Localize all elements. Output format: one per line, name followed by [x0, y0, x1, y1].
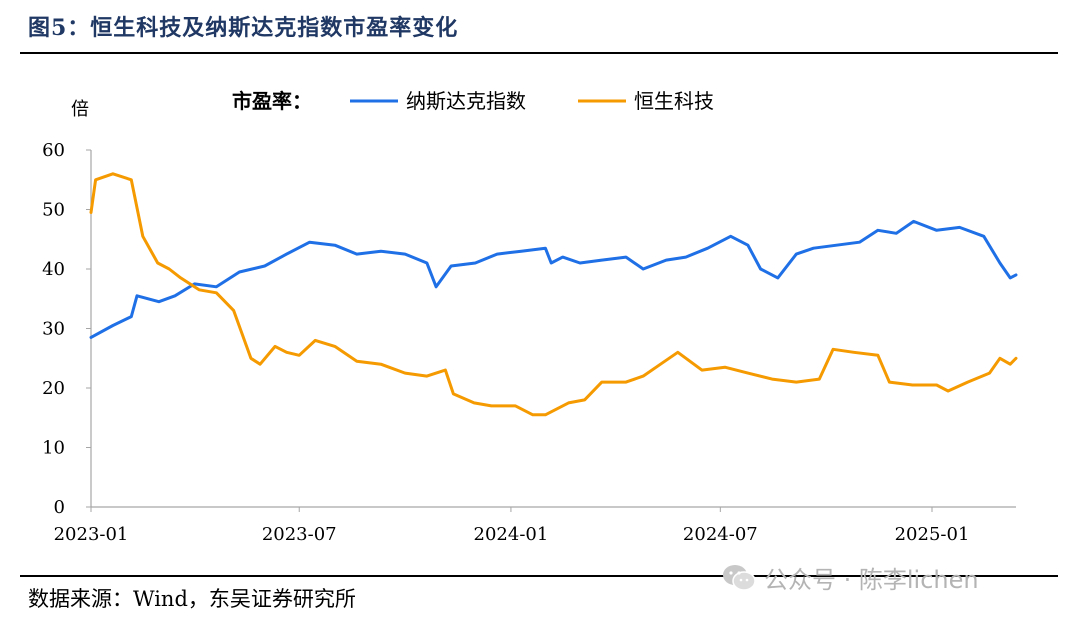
y-tick-label: 60 [42, 140, 65, 161]
top-rule [20, 52, 1058, 54]
pe-ratio-line-chart: 0 10 20 30 40 50 60 倍 2023-01 2023-07 2024-01 2024-… [42, 89, 1018, 545]
y-tick-label: 10 [42, 438, 65, 459]
x-tick-label: 2023-07 [262, 524, 337, 545]
bottom-rule [20, 575, 1058, 577]
watermark: 公众号 · 陈李lichen [722, 560, 979, 595]
source-note: 数据来源：Wind，东吴证券研究所 [28, 587, 356, 611]
y-tick-label: 30 [42, 319, 65, 340]
series-line-hang-seng-tech [89, 172, 1018, 417]
wechat-icon [723, 564, 756, 591]
watermark-text: 公众号 · 陈李lichen [764, 566, 979, 594]
legend-title: 市盈率： [232, 89, 312, 113]
x-tick-label: 2024-01 [474, 524, 549, 545]
x-tick-label: 2023-01 [54, 524, 129, 545]
series-layer [89, 172, 1018, 417]
series-line-nasdaq [89, 219, 1018, 339]
y-axis-label: 倍 [71, 99, 89, 120]
y-tick-label: 40 [42, 259, 65, 280]
axes-layer: 0 10 20 30 40 50 60 倍 2023-01 2023-07 2024-01 2024-… [42, 99, 1016, 545]
legend-label: 纳斯达克指数 [406, 89, 526, 113]
y-tick-label: 20 [42, 378, 65, 399]
figure-title: 图5：恒生科技及纳斯达克指数市盈率变化 [28, 15, 459, 41]
x-tick-label: 2025-01 [895, 524, 970, 545]
x-tick-label: 2024-07 [683, 524, 758, 545]
legend-label: 恒生科技 [634, 89, 714, 113]
y-tick-label: 0 [54, 497, 65, 518]
legend: 市盈率： 纳斯达克指数 恒生科技 [232, 89, 714, 113]
y-tick-label: 50 [42, 200, 65, 221]
